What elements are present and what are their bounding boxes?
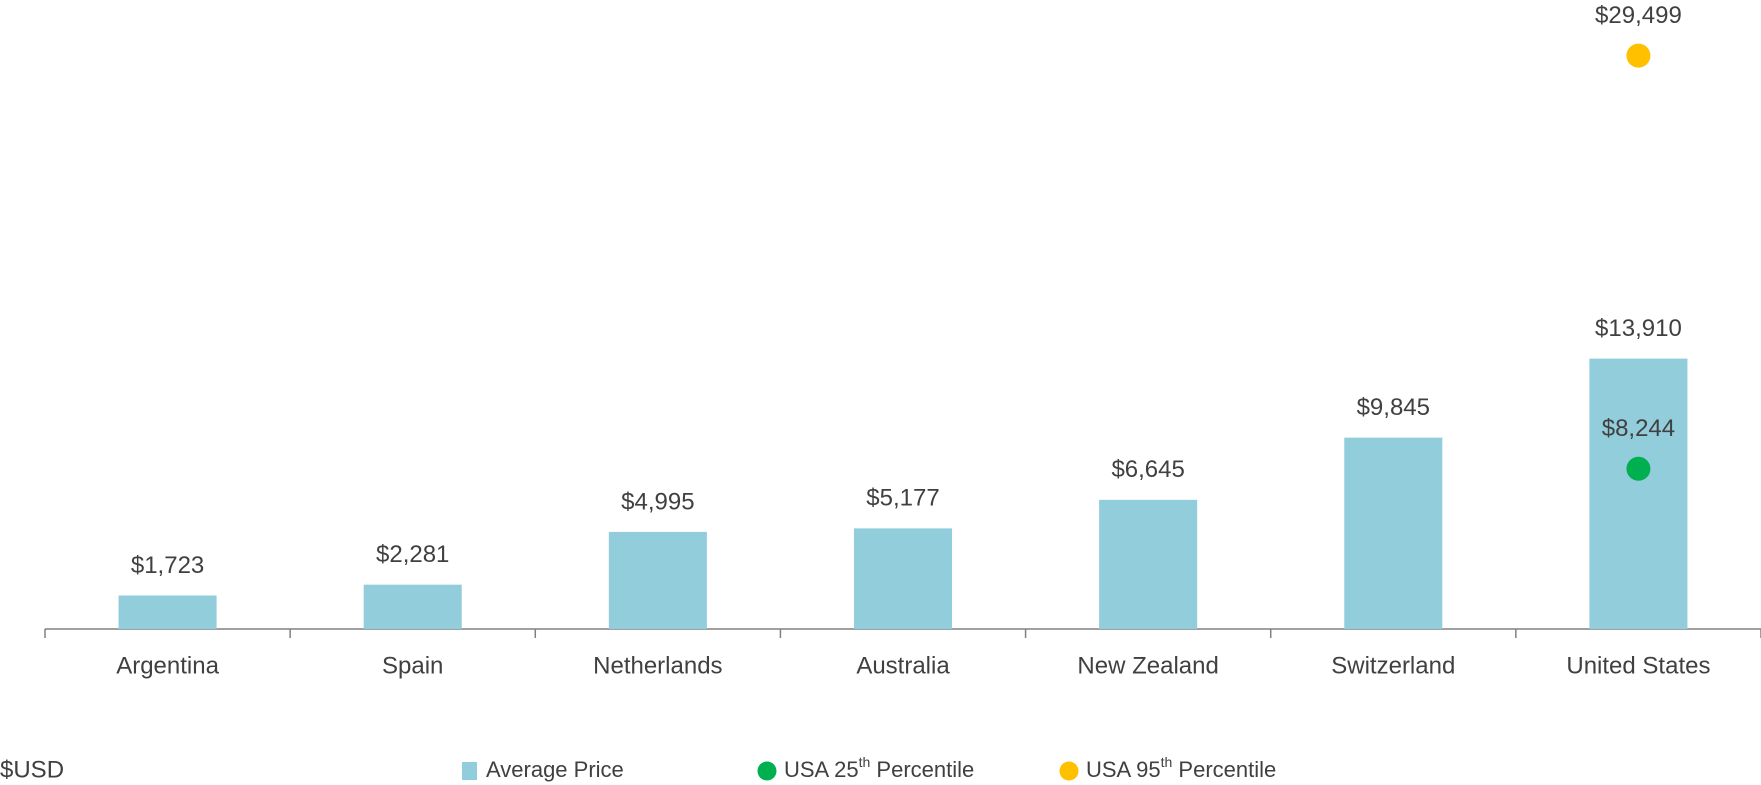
data-label: $2,281	[376, 541, 449, 568]
bar	[1589, 358, 1688, 629]
data-label: $4,995	[621, 488, 694, 515]
x-tick-label: Spain	[382, 652, 443, 679]
data-label: $5,177	[866, 485, 939, 512]
x-tick-label: Switzerland	[1331, 652, 1455, 679]
data-label: $13,910	[1595, 315, 1682, 342]
legend-label: Average Price	[486, 757, 624, 782]
x-tick-label: Netherlands	[593, 652, 722, 679]
x-tick-label: United States	[1566, 652, 1710, 679]
bar	[608, 531, 707, 629]
legend-swatch	[1059, 761, 1079, 781]
y-unit-label: $USD	[0, 756, 64, 783]
legend-swatch	[462, 762, 477, 780]
legend: Average Price USA 25th Percentile USA 95th…	[462, 754, 1276, 782]
bar	[363, 584, 462, 629]
data-label: $1,723	[131, 552, 204, 579]
bar	[118, 595, 217, 629]
bar	[853, 528, 953, 629]
data-label: $6,645	[1111, 456, 1184, 483]
bar	[1344, 437, 1443, 629]
dot	[1626, 456, 1651, 481]
data-label: $29,499	[1595, 2, 1682, 29]
x-tick-label: Argentina	[116, 652, 219, 679]
data-label: $9,845	[1357, 394, 1430, 421]
x-tick-label: Australia	[856, 652, 950, 679]
legend-label: USA 25th Percentile	[784, 754, 974, 782]
data-label: $8,244	[1602, 415, 1675, 442]
legend-label: USA 95th Percentile	[1086, 754, 1276, 782]
x-tick-label: New Zealand	[1077, 652, 1218, 679]
dot	[1626, 43, 1651, 68]
legend-swatch	[757, 761, 777, 781]
bar	[1099, 499, 1198, 629]
